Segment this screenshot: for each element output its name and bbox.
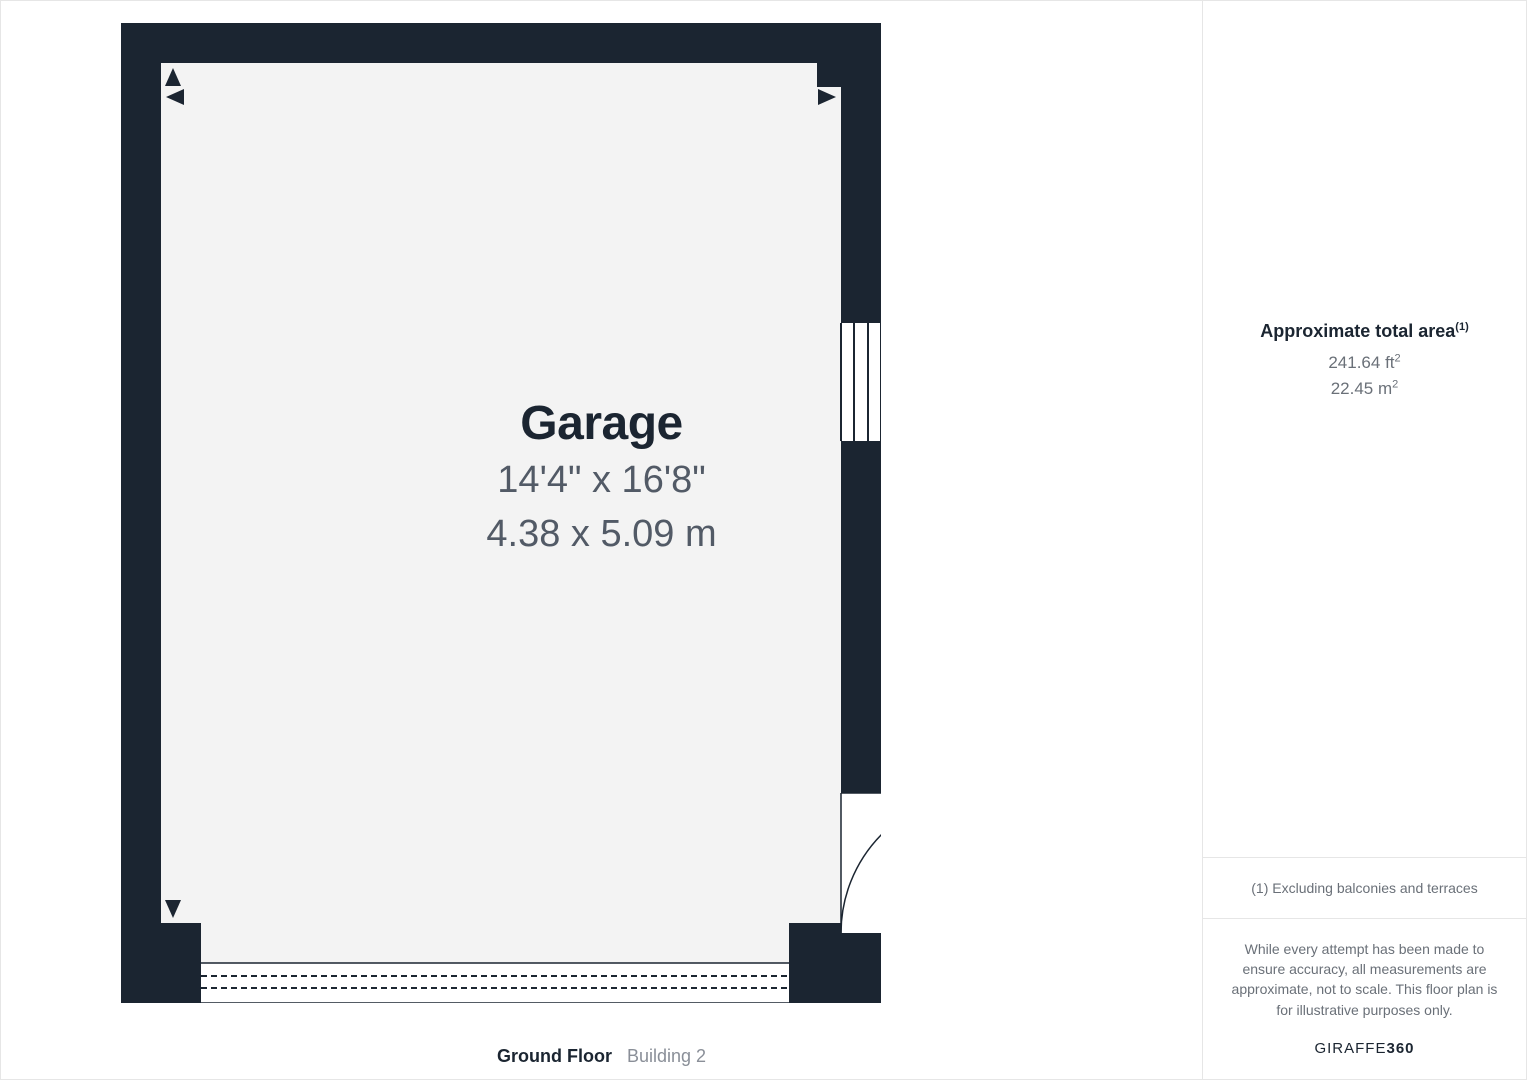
plan-wrap: Garage 14'4" x 16'8" 4.38 x 5.09 m [1,1,1202,1079]
area-values: 241.64 ft2 22.45 m2 [1203,350,1526,401]
floor-name: Ground Floor [497,1046,612,1066]
building-name: Building 2 [627,1046,706,1066]
room-name: Garage [486,396,716,451]
sidebar: Approximate total area(1) 241.64 ft2 22.… [1202,1,1526,1079]
brand-a: GIRAFFE [1314,1040,1386,1057]
garage-door [201,963,789,1003]
brand-b: 360 [1386,1040,1414,1057]
sq-ft-sup: 2 [1395,352,1401,364]
sq-m-sup: 2 [1392,378,1398,390]
area-m: 22.45 m [1331,379,1392,398]
disclaimer: While every attempt has been made to ens… [1203,918,1526,1030]
area-title-sup: (1) [1455,321,1468,333]
window [841,323,881,441]
room-label: Garage 14'4" x 16'8" 4.38 x 5.09 m [486,396,716,558]
page: Garage 14'4" x 16'8" 4.38 x 5.09 m Groun… [0,0,1527,1080]
footnote-1: (1) Excluding balconies and terraces [1203,857,1526,918]
area-title: Approximate total area(1) [1203,321,1526,342]
area-title-text: Approximate total area [1260,321,1455,341]
area-ft: 241.64 ft [1328,353,1394,372]
room-dim-imperial: 14'4" x 16'8" [486,457,716,505]
door [841,793,881,933]
sidebar-top: Approximate total area(1) 241.64 ft2 22.… [1203,1,1526,857]
footer-label: Ground Floor Building 2 [1,1046,1202,1067]
room-dim-metric: 4.38 x 5.09 m [486,511,716,559]
brand: GIRAFFE360 [1203,1030,1526,1079]
main-panel: Garage 14'4" x 16'8" 4.38 x 5.09 m Groun… [1,1,1202,1079]
